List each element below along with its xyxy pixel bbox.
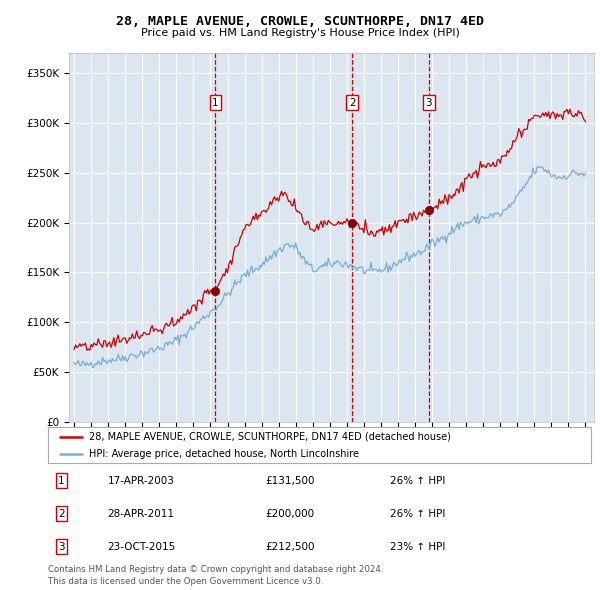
Text: 1: 1 — [58, 476, 65, 486]
Text: Price paid vs. HM Land Registry's House Price Index (HPI): Price paid vs. HM Land Registry's House … — [140, 28, 460, 38]
Text: 1: 1 — [212, 98, 219, 108]
Text: 28, MAPLE AVENUE, CROWLE, SCUNTHORPE, DN17 4ED (detached house): 28, MAPLE AVENUE, CROWLE, SCUNTHORPE, DN… — [89, 432, 451, 442]
Text: 3: 3 — [425, 98, 432, 108]
Text: 26% ↑ HPI: 26% ↑ HPI — [390, 476, 445, 486]
Text: 2: 2 — [349, 98, 356, 108]
Text: 26% ↑ HPI: 26% ↑ HPI — [390, 509, 445, 519]
Text: 28-APR-2011: 28-APR-2011 — [108, 509, 175, 519]
Text: 3: 3 — [58, 542, 65, 552]
Text: 23-OCT-2015: 23-OCT-2015 — [108, 542, 176, 552]
Text: £131,500: £131,500 — [265, 476, 315, 486]
Text: £200,000: £200,000 — [265, 509, 314, 519]
Text: 23% ↑ HPI: 23% ↑ HPI — [390, 542, 445, 552]
Text: 2: 2 — [58, 509, 65, 519]
Text: Contains HM Land Registry data © Crown copyright and database right 2024.
This d: Contains HM Land Registry data © Crown c… — [48, 565, 383, 586]
Text: 28, MAPLE AVENUE, CROWLE, SCUNTHORPE, DN17 4ED: 28, MAPLE AVENUE, CROWLE, SCUNTHORPE, DN… — [116, 15, 484, 28]
Text: HPI: Average price, detached house, North Lincolnshire: HPI: Average price, detached house, Nort… — [89, 449, 359, 459]
Text: £212,500: £212,500 — [265, 542, 315, 552]
Text: 17-APR-2003: 17-APR-2003 — [108, 476, 175, 486]
